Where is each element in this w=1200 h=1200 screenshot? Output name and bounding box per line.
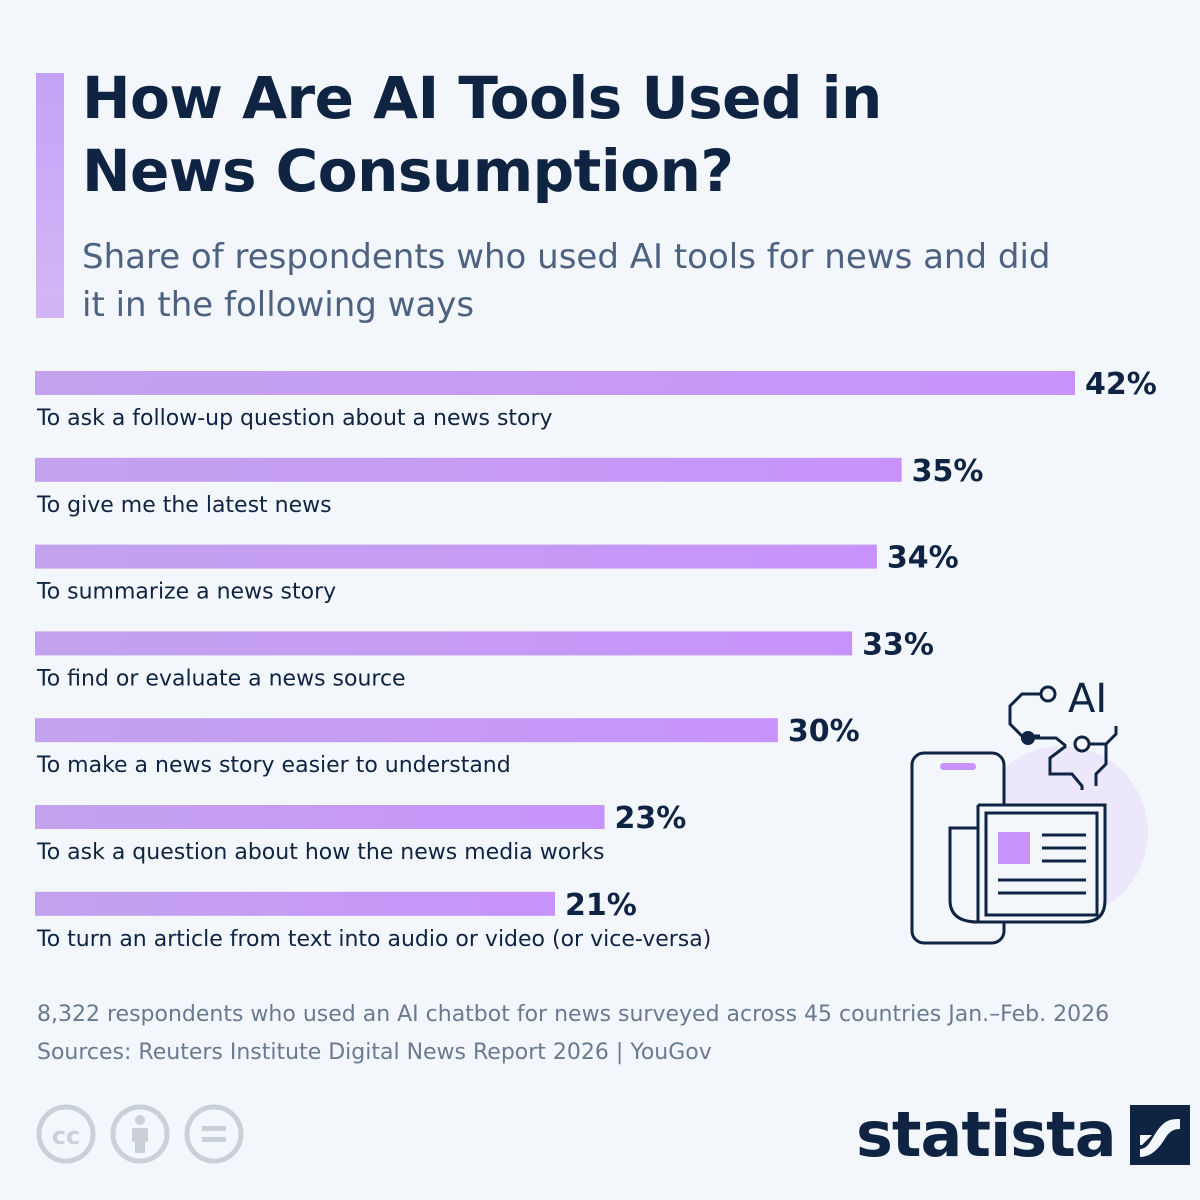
bar-value-label: 42%	[1085, 367, 1157, 402]
category-label: To give me the latest news	[36, 493, 332, 518]
bar-value-label: 23%	[615, 801, 687, 836]
bar-value-label: 35%	[912, 454, 984, 489]
bar	[35, 371, 1075, 395]
category-label: To summarize a news story	[36, 580, 336, 605]
footnote: 8,322 respondents who used an AI chatbot…	[37, 996, 1187, 1072]
svg-text:cc: cc	[52, 1122, 80, 1150]
bar-value-label: 33%	[862, 627, 934, 662]
bar-value-label: 34%	[887, 541, 959, 576]
statista-wordmark: statista	[856, 1098, 1117, 1171]
license-icons: cc	[36, 1104, 244, 1164]
bar	[35, 631, 853, 656]
bar	[35, 891, 555, 916]
statista-brand[interactable]: statista	[856, 1100, 1190, 1170]
no-derivatives-icon[interactable]	[184, 1104, 244, 1164]
category-label: To turn an article from text into audio …	[36, 927, 711, 952]
chart-subtitle: Share of respondents who used AI tools f…	[82, 237, 1051, 325]
ai-label: AI	[1068, 676, 1107, 722]
chart-title: How Are AI Tools Used in News Consumptio…	[82, 64, 882, 205]
bar	[35, 805, 605, 829]
category-label: To make a news story easier to understan…	[36, 753, 511, 778]
category-label: To ask a question about how the news med…	[36, 840, 604, 865]
category-label: To ask a follow-up question about a news…	[36, 406, 553, 431]
bar	[35, 457, 902, 482]
sources-note: Sources: Reuters Institute Digital News …	[37, 1040, 712, 1065]
bar	[35, 544, 877, 569]
survey-note: 8,322 respondents who used an AI chatbot…	[37, 1002, 1110, 1027]
category-label: To find or evaluate a news source	[36, 666, 406, 691]
attribution-icon[interactable]	[110, 1104, 170, 1164]
bar-value-label: 30%	[788, 714, 860, 749]
cc-icon[interactable]: cc	[36, 1104, 96, 1164]
bar	[35, 718, 778, 743]
statista-logo-icon	[1129, 1105, 1190, 1165]
ai-news-phone-icon: AI	[910, 676, 1148, 945]
bar-chart: 42% To ask a follow-up question about a n…	[35, 367, 1157, 952]
title-accent-bar	[36, 73, 64, 318]
bar-value-label: 21%	[565, 888, 637, 923]
